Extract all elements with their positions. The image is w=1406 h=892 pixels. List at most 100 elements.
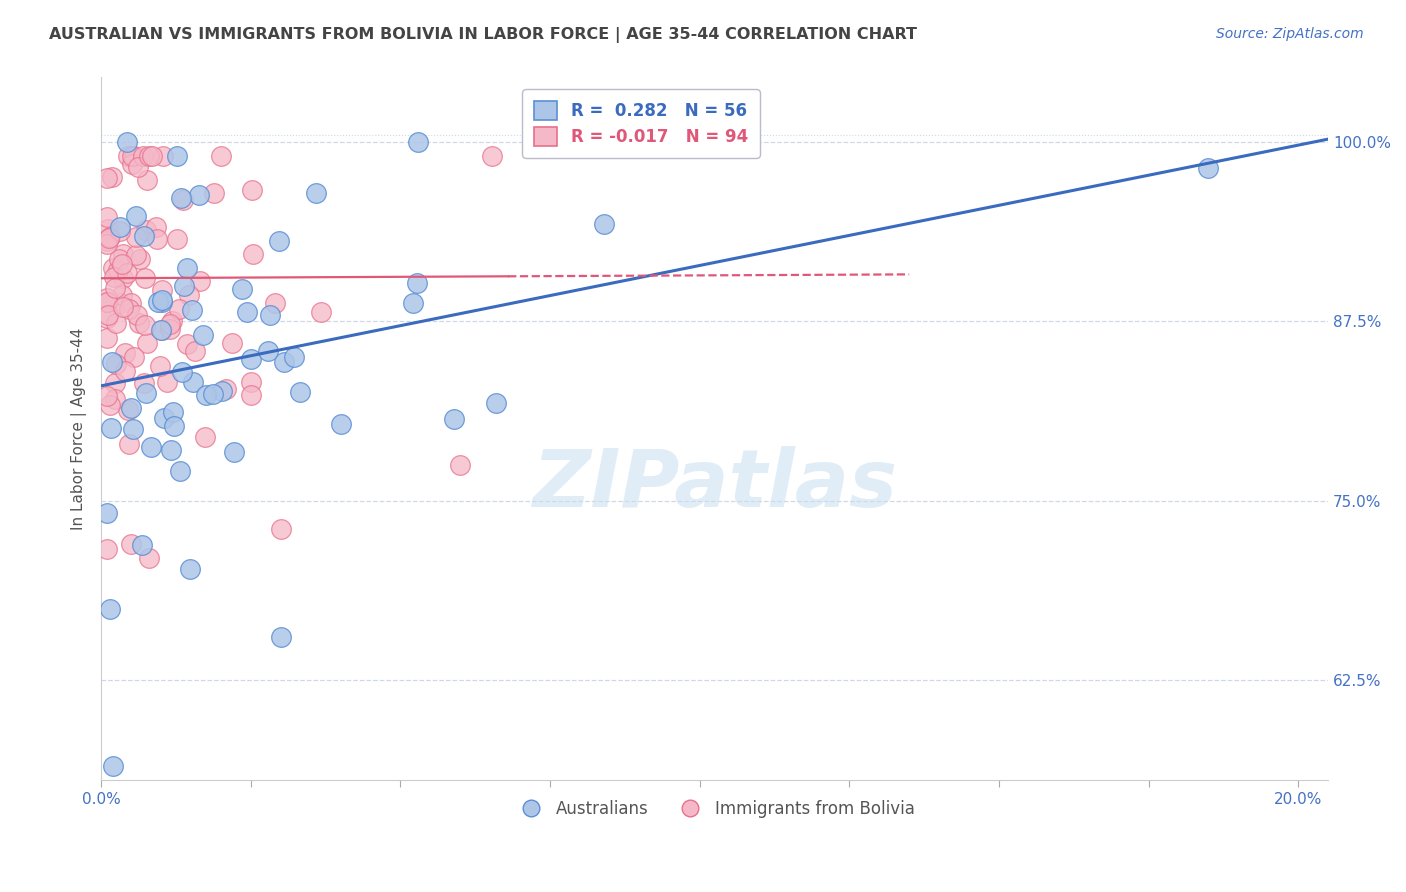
Point <box>117 403 139 417</box>
Point <box>240 183 263 197</box>
Point <box>96 506 118 520</box>
Point <box>111 270 134 285</box>
Point <box>97 222 120 236</box>
Point <box>100 355 122 369</box>
Point <box>449 458 471 472</box>
Point <box>290 384 312 399</box>
Point <box>108 224 131 238</box>
Point <box>209 149 232 163</box>
Point <box>162 314 184 328</box>
Point <box>181 303 204 318</box>
Point <box>1197 161 1219 175</box>
Point <box>108 220 131 235</box>
Point <box>267 234 290 248</box>
Point <box>273 355 295 369</box>
Point <box>148 295 170 310</box>
Point <box>263 295 285 310</box>
Point <box>118 301 141 316</box>
Point <box>173 279 195 293</box>
Point <box>481 149 503 163</box>
Point <box>118 436 141 450</box>
Point <box>156 375 179 389</box>
Point <box>96 234 118 248</box>
Point <box>128 252 150 266</box>
Point <box>103 281 125 295</box>
Text: AUSTRALIAN VS IMMIGRANTS FROM BOLIVIA IN LABOR FORCE | AGE 35-44 CORRELATION CHA: AUSTRALIAN VS IMMIGRANTS FROM BOLIVIA IN… <box>49 27 917 43</box>
Point <box>125 248 148 262</box>
Point <box>134 271 156 285</box>
Point <box>101 169 124 184</box>
Point <box>150 293 173 307</box>
Point <box>135 386 157 401</box>
Y-axis label: In Labor Force | Age 35-44: In Labor Force | Age 35-44 <box>72 327 87 530</box>
Point <box>148 359 170 374</box>
Point <box>191 328 214 343</box>
Point <box>117 149 139 163</box>
Point <box>127 160 149 174</box>
Point <box>239 351 262 366</box>
Point <box>128 316 150 330</box>
Point <box>120 401 142 416</box>
Point <box>127 308 149 322</box>
Point <box>150 323 173 337</box>
Point <box>166 231 188 245</box>
Point <box>132 228 155 243</box>
Point <box>239 388 262 402</box>
Point <box>134 318 156 333</box>
Point <box>221 335 243 350</box>
Point <box>169 465 191 479</box>
Point <box>96 291 118 305</box>
Point <box>122 149 145 163</box>
Point <box>111 288 134 302</box>
Point <box>136 172 159 186</box>
Point <box>131 149 153 163</box>
Point <box>283 350 305 364</box>
Point <box>443 411 465 425</box>
Point <box>120 536 142 550</box>
Point <box>108 252 131 266</box>
Point <box>152 149 174 163</box>
Point <box>117 135 139 149</box>
Point <box>97 308 120 322</box>
Point <box>96 210 118 224</box>
Point <box>107 262 129 277</box>
Point <box>111 257 134 271</box>
Point <box>103 270 125 285</box>
Legend: Australians, Immigrants from Bolivia: Australians, Immigrants from Bolivia <box>508 793 922 825</box>
Point <box>96 170 118 185</box>
Point <box>406 276 429 290</box>
Point <box>105 316 128 330</box>
Point <box>402 295 425 310</box>
Point <box>194 430 217 444</box>
Point <box>169 191 191 205</box>
Point <box>172 193 194 207</box>
Point <box>104 376 127 391</box>
Point <box>145 219 167 234</box>
Point <box>160 442 183 457</box>
Point <box>202 186 225 200</box>
Point <box>98 230 121 244</box>
Point <box>98 602 121 616</box>
Point <box>146 231 169 245</box>
Point <box>257 344 280 359</box>
Point <box>96 388 118 402</box>
Point <box>309 305 332 319</box>
Point <box>222 444 245 458</box>
Point <box>406 135 429 149</box>
Point <box>125 230 148 244</box>
Point <box>138 149 160 163</box>
Point <box>170 365 193 379</box>
Point <box>150 323 173 337</box>
Point <box>304 186 326 200</box>
Point <box>104 357 127 371</box>
Point <box>111 246 134 260</box>
Point <box>132 376 155 391</box>
Point <box>202 387 225 401</box>
Point <box>215 382 238 396</box>
Point <box>100 421 122 435</box>
Point <box>110 296 132 310</box>
Point <box>163 419 186 434</box>
Point <box>153 410 176 425</box>
Point <box>166 148 188 162</box>
Point <box>141 149 163 163</box>
